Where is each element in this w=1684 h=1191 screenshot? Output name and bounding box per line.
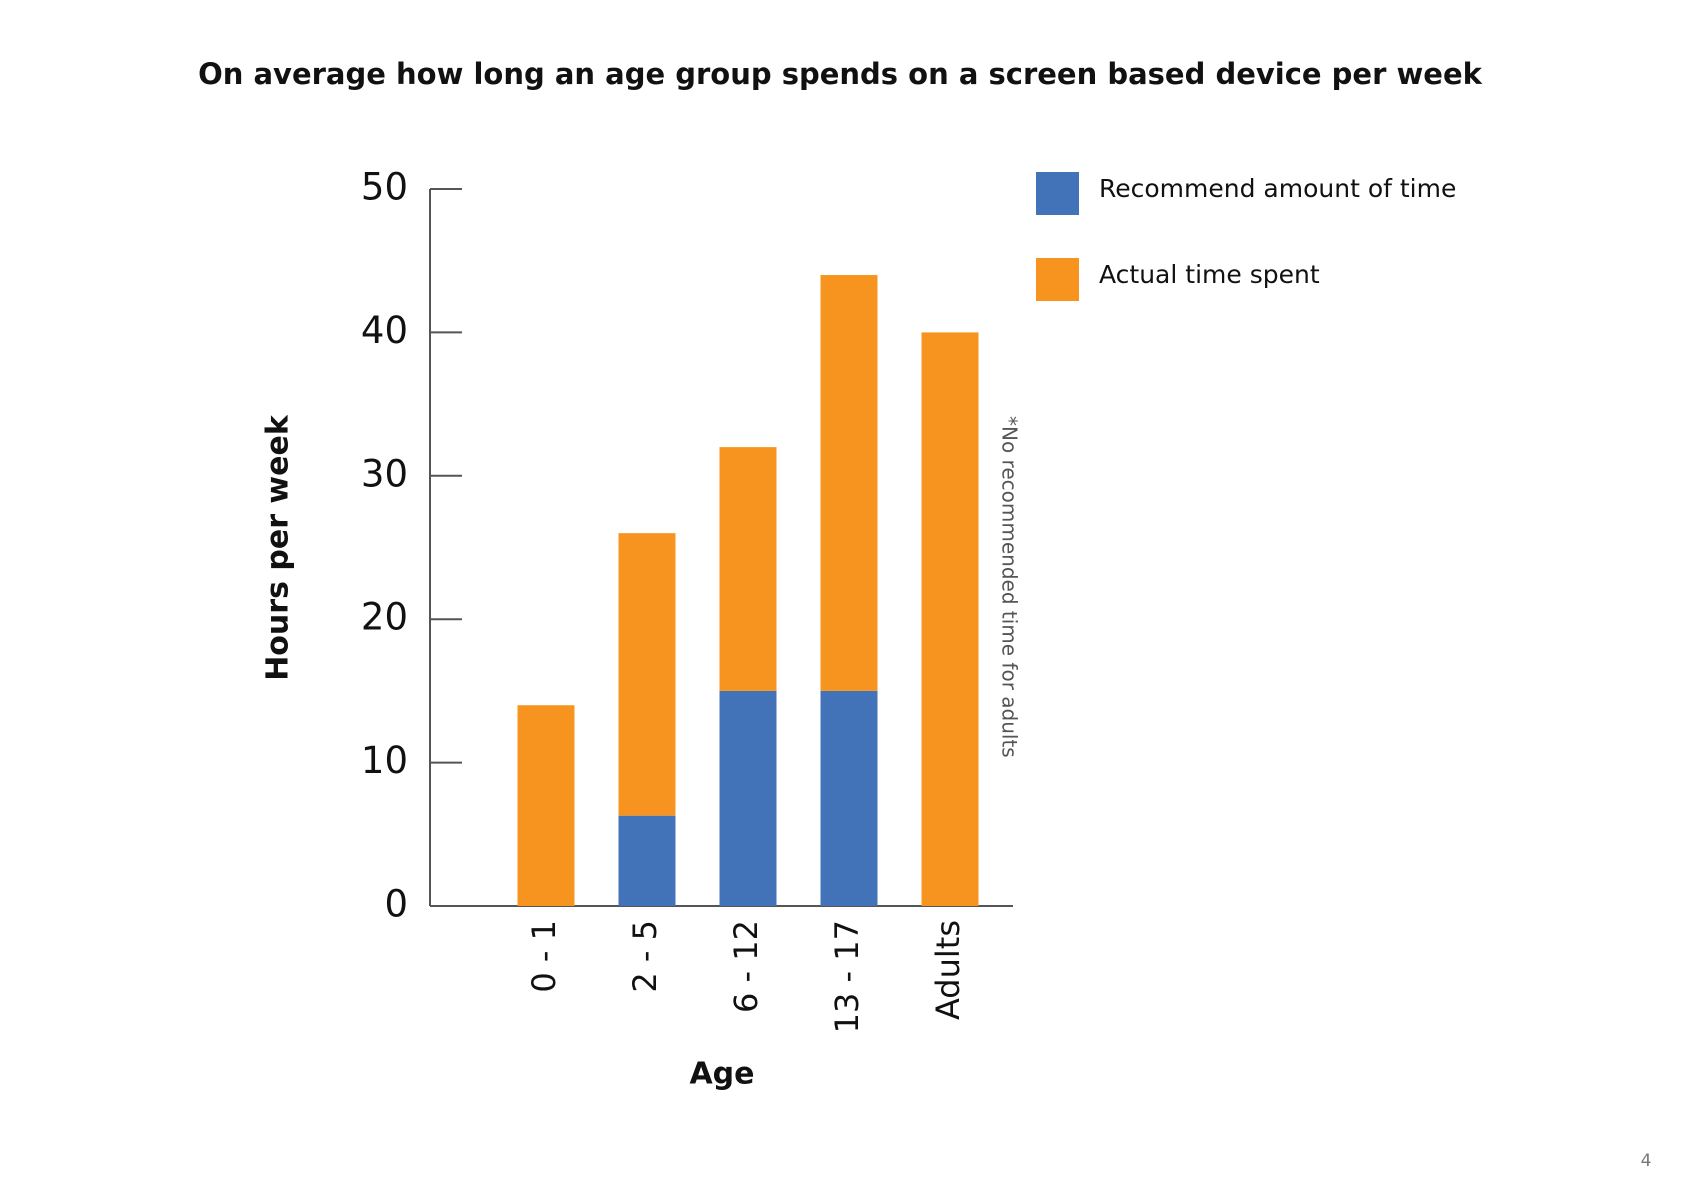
page-number: 4 <box>1641 1151 1652 1171</box>
y-tick-label: 40 <box>361 309 408 352</box>
chart-title: On average how long an age group spends … <box>198 57 1483 91</box>
y-tick-label: 0 <box>384 883 408 926</box>
x-tick-label: 6 - 12 <box>727 920 765 1013</box>
bar-segment <box>517 705 575 906</box>
y-tick-label: 50 <box>361 166 408 209</box>
bar-segment <box>719 690 777 906</box>
x-tick-label: 13 - 17 <box>828 920 866 1033</box>
bar-segment <box>820 690 878 906</box>
x-tick-label: 2 - 5 <box>626 920 664 993</box>
x-axis-label: Age <box>689 1057 754 1092</box>
legend-label: Actual time spent <box>1099 260 1320 289</box>
y-tick-label: 30 <box>361 452 408 495</box>
y-tick-label: 10 <box>361 739 408 782</box>
x-tick-label: Adults <box>929 920 967 1020</box>
x-tick-label: 0 - 1 <box>525 920 563 993</box>
legend-label: Recommend amount of time <box>1099 174 1456 203</box>
legend-swatch <box>1036 258 1079 301</box>
bar-segment <box>921 332 979 906</box>
bar-segment <box>820 275 878 691</box>
y-tick-label: 20 <box>361 596 408 639</box>
bar-segment <box>719 447 777 691</box>
bar-segment <box>618 815 676 906</box>
bar-segment <box>618 533 676 816</box>
annotation: *No recommended time for adults <box>998 416 1022 758</box>
y-axis-label: Hours per week <box>261 414 296 681</box>
legend-swatch <box>1036 172 1079 215</box>
